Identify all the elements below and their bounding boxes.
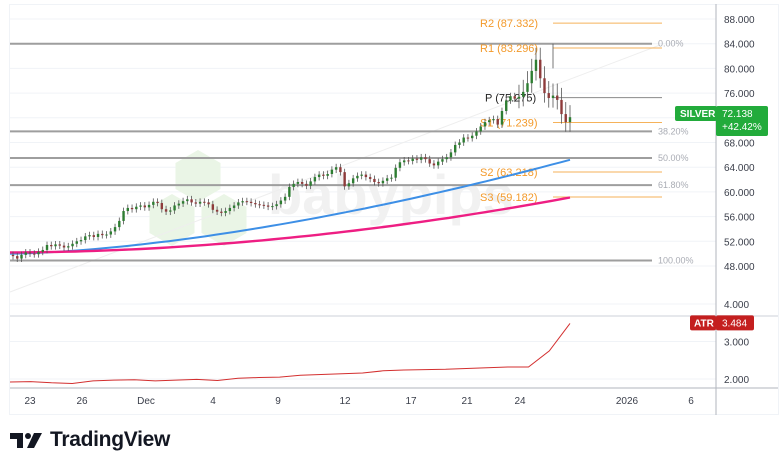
price-tags: SILVER 72.138 +42.42% ATR 3.484 <box>675 105 768 331</box>
tradingview-logo: TradingView <box>10 428 170 452</box>
svg-text:9: 9 <box>275 396 281 407</box>
svg-text:12: 12 <box>339 396 351 407</box>
chart-frame <box>9 4 779 415</box>
svg-text:SILVER: SILVER <box>680 109 716 120</box>
grid-lines <box>10 18 778 380</box>
pivot-levels: R2 (87.332)R1 (83.296)P (75.275)S1 (71.2… <box>480 18 662 204</box>
svg-text:0.00%: 0.00% <box>658 39 684 49</box>
svg-text:+42.42%: +42.42% <box>722 122 762 133</box>
svg-text:68.000: 68.000 <box>724 139 755 150</box>
svg-text:24: 24 <box>514 396 526 407</box>
svg-text:56.000: 56.000 <box>724 213 755 224</box>
svg-text:R2 (87.332): R2 (87.332) <box>480 18 538 30</box>
svg-text:72.138: 72.138 <box>722 109 753 120</box>
svg-text:4.000: 4.000 <box>724 300 749 311</box>
candlesticks <box>11 43 572 262</box>
svg-text:S1 (71.239): S1 (71.239) <box>480 117 537 129</box>
svg-text:4: 4 <box>210 396 216 407</box>
svg-text:S2 (63.218): S2 (63.218) <box>480 167 537 179</box>
tradingview-wordmark: TradingView <box>50 428 171 451</box>
moving-averages <box>9 158 571 255</box>
svg-text:50.00%: 50.00% <box>658 153 689 163</box>
svg-text:3.484: 3.484 <box>722 318 747 329</box>
svg-text:60.000: 60.000 <box>724 188 755 199</box>
svg-text:R1 (83.296): R1 (83.296) <box>480 43 538 55</box>
svg-text:26: 26 <box>76 396 88 407</box>
svg-text:48.000: 48.000 <box>724 262 755 273</box>
silver-chart[interactable]: babypips 0.00%38.20%50.00%61.80%100.00% … <box>0 0 780 420</box>
svg-text:21: 21 <box>461 396 473 407</box>
fibonacci-levels: 0.00% 38.20% 50.00% 61.80% 100.00% <box>10 39 694 265</box>
svg-text:84.000: 84.000 <box>724 40 755 51</box>
svg-text:17: 17 <box>405 396 417 407</box>
svg-text:100.00%: 100.00% <box>658 255 694 265</box>
atr-pane <box>9 323 571 385</box>
svg-text:61.80%: 61.80% <box>658 180 689 190</box>
svg-text:3.000: 3.000 <box>724 338 749 349</box>
svg-text:2026: 2026 <box>616 396 639 407</box>
svg-text:88.000: 88.000 <box>724 15 755 26</box>
svg-text:64.000: 64.000 <box>724 163 755 174</box>
svg-text:2.000: 2.000 <box>724 375 749 386</box>
tradingview-mark-icon <box>10 433 42 448</box>
svg-text:S3 (59.182): S3 (59.182) <box>480 192 537 204</box>
svg-text:80.000: 80.000 <box>724 64 755 75</box>
svg-text:Dec: Dec <box>137 396 155 407</box>
svg-text:6: 6 <box>688 396 694 407</box>
svg-text:23: 23 <box>24 396 36 407</box>
svg-text:ATR: ATR <box>694 318 715 329</box>
svg-text:76.000: 76.000 <box>724 89 755 100</box>
svg-text:babypips: babypips <box>268 163 514 226</box>
svg-text:38.20%: 38.20% <box>658 126 689 136</box>
svg-text:52.000: 52.000 <box>724 237 755 248</box>
